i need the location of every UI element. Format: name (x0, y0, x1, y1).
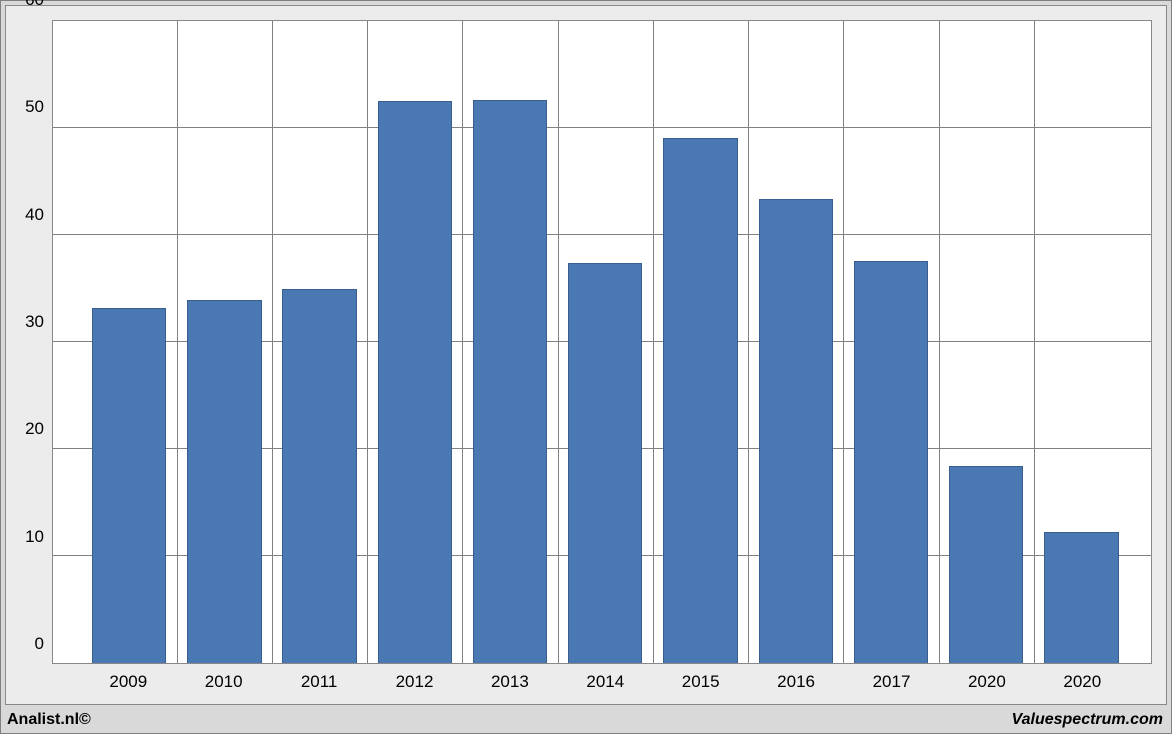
x-tick-label: 2020 (968, 672, 1006, 692)
x-tick-label: 2014 (586, 672, 624, 692)
bar (854, 261, 928, 663)
bar (282, 289, 356, 664)
bar (663, 138, 737, 663)
x-tick-label: 2017 (873, 672, 911, 692)
x-axis-labels: 2009 2010 2011 2012 2013 2014 2015 2016 2017 2020… (52, 668, 1152, 696)
bar (568, 263, 642, 663)
y-axis-labels: 0102030405060 (6, 20, 50, 664)
bar (1044, 532, 1118, 663)
bar (949, 466, 1023, 663)
y-tick-label: 60 (25, 0, 44, 10)
y-tick-label: 50 (25, 97, 44, 117)
x-tick-label: 2016 (777, 672, 815, 692)
y-tick-label: 0 (35, 634, 44, 654)
bar (473, 100, 547, 663)
bar (187, 300, 261, 663)
chart-panel: 0102030405060 20092010201120122013201420… (5, 5, 1167, 705)
bar (759, 199, 833, 663)
x-tick-label: 2011 (301, 672, 338, 692)
y-tick-label: 40 (25, 205, 44, 225)
footer-left: Analist.nl© (7, 711, 91, 729)
bar (92, 308, 166, 663)
y-tick-label: 10 (25, 527, 44, 547)
x-tick-label: 2020 (1063, 672, 1101, 692)
y-tick-label: 20 (25, 419, 44, 439)
bar (378, 101, 452, 663)
x-tick-label: 2013 (491, 672, 529, 692)
footer-right: Valuespectrum.com (1012, 711, 1163, 729)
y-tick-label: 30 (25, 312, 44, 332)
x-tick-label: 2009 (109, 672, 147, 692)
x-tick-label: 2015 (682, 672, 720, 692)
chart-frame: 0102030405060 20092010201120122013201420… (0, 0, 1172, 734)
bars-container (53, 21, 1151, 663)
x-tick-label: 2012 (396, 672, 434, 692)
plot-area (52, 20, 1152, 664)
x-tick-label: 2010 (205, 672, 243, 692)
